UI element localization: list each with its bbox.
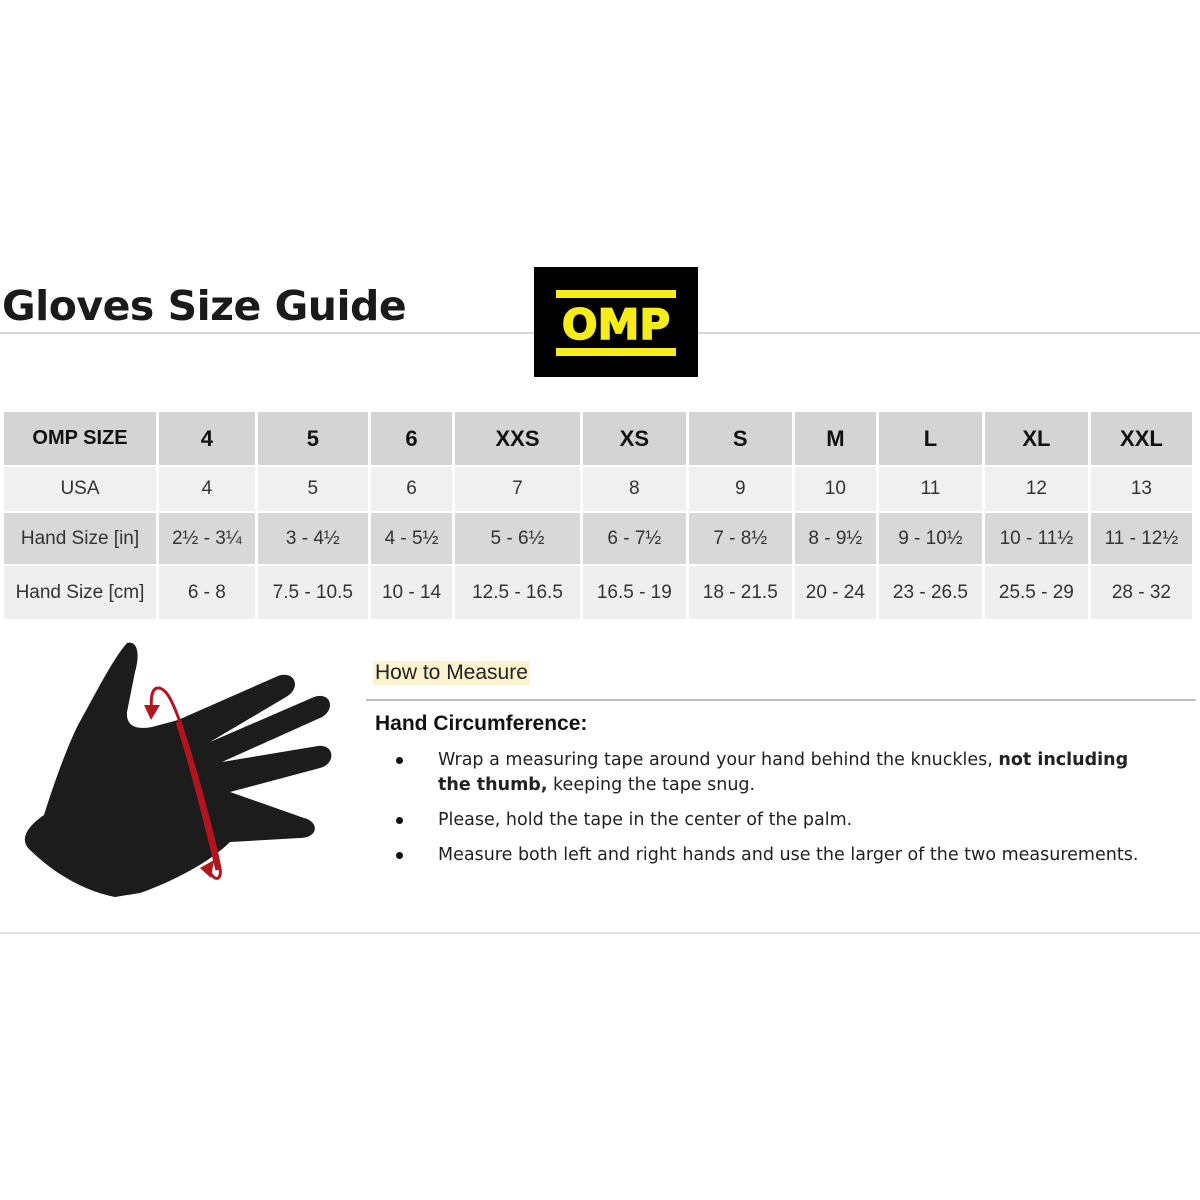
table-cell: 13 [1090, 467, 1192, 511]
table-cell: 28 - 32 [1090, 566, 1192, 619]
header-cell: XS [582, 412, 686, 465]
list-item: Please, hold the tape in the center of t… [396, 808, 1156, 833]
instruction-text: Please, hold the tape in the center of t… [438, 810, 853, 830]
table-cell: 6 - 8 [159, 566, 255, 619]
table-row: Hand Size [in] 2½ - 3¼ 3 - 4½ 4 - 5½ 5 -… [4, 513, 1192, 564]
row-label: Hand Size [in] [4, 513, 156, 564]
table-cell: 10 - 11½ [984, 513, 1088, 564]
table-cell: 3 - 4½ [257, 513, 368, 564]
table-cell: 8 - 9½ [794, 513, 876, 564]
header-cell: L [878, 412, 982, 465]
table-cell: 18 - 21.5 [688, 566, 792, 619]
list-item: Wrap a measuring tape around your hand b… [396, 748, 1156, 798]
arrow-down-icon [144, 705, 160, 720]
header-cell: XXL [1090, 412, 1192, 465]
table-cell: 5 [257, 467, 368, 511]
table-cell: 20 - 24 [794, 566, 876, 619]
table-cell: 12.5 - 16.5 [455, 566, 580, 619]
table-cell: 10 [794, 467, 876, 511]
how-to-measure-heading: How to Measure [373, 661, 530, 685]
arrow-up-icon [200, 860, 214, 878]
header-cell: M [794, 412, 876, 465]
header-cell: 5 [257, 412, 368, 465]
table-cell: 11 [878, 467, 982, 511]
table-cell: 5 - 6½ [455, 513, 580, 564]
header-cell: OMP SIZE [4, 412, 156, 465]
table-row: Hand Size [cm] 6 - 8 7.5 - 10.5 10 - 14 … [4, 566, 1192, 619]
instruction-bold-text: not including the thumb, [438, 750, 1129, 795]
table-cell: 9 [688, 467, 792, 511]
section-divider [366, 699, 1196, 701]
list-item: Measure both left and right hands and us… [396, 843, 1156, 868]
row-label: USA [4, 467, 156, 511]
table-cell: 12 [984, 467, 1088, 511]
instruction-text: Wrap a measuring tape around your hand b… [438, 750, 999, 770]
hand-icon [24, 642, 332, 897]
header-cell: S [688, 412, 792, 465]
bullet-icon [396, 757, 403, 764]
table-cell: 25.5 - 29 [984, 566, 1088, 619]
table-header-row: OMP SIZE 4 5 6 XXS XS S M L XL XXL [4, 412, 1192, 465]
table-row: USA 4 5 6 7 8 9 10 11 12 13 [4, 467, 1192, 511]
hand-circumference-heading: Hand Circumference: [375, 712, 588, 735]
table-cell: 9 - 10½ [878, 513, 982, 564]
title-divider-right [698, 332, 1200, 334]
table-cell: 11 - 12½ [1090, 513, 1192, 564]
table-cell: 2½ - 3¼ [159, 513, 255, 564]
instructions-list: Wrap a measuring tape around your hand b… [396, 748, 1156, 878]
table-cell: 4 - 5½ [370, 513, 453, 564]
instruction-text: Measure both left and right hands and us… [438, 845, 1139, 865]
svg-text:OMP: OMP [562, 300, 670, 349]
table-cell: 8 [582, 467, 686, 511]
title-divider [0, 332, 534, 334]
table-cell: 16.5 - 19 [582, 566, 686, 619]
header-cell: XXS [455, 412, 580, 465]
table-cell: 7 - 8½ [688, 513, 792, 564]
bullet-icon [396, 817, 403, 824]
header-cell: 6 [370, 412, 453, 465]
size-table: OMP SIZE 4 5 6 XXS XS S M L XL XXL USA 4… [1, 410, 1195, 621]
measuring-tape-icon [149, 686, 222, 880]
row-label: Hand Size [cm] [4, 566, 156, 619]
table-cell: 6 - 7½ [582, 513, 686, 564]
omp-logo: OMP [534, 267, 698, 377]
table-cell: 7 [455, 467, 580, 511]
table-cell: 4 [159, 467, 255, 511]
table-cell: 7.5 - 10.5 [257, 566, 368, 619]
header-cell: 4 [159, 412, 255, 465]
page-title: Gloves Size Guide [2, 282, 407, 330]
table-cell: 10 - 14 [370, 566, 453, 619]
bottom-divider [0, 932, 1200, 934]
instruction-text: keeping the tape snug. [547, 775, 756, 795]
table-cell: 23 - 26.5 [878, 566, 982, 619]
hand-measure-illustration [24, 642, 332, 897]
header-cell: XL [984, 412, 1088, 465]
table-cell: 6 [370, 467, 453, 511]
bullet-icon [396, 852, 403, 859]
